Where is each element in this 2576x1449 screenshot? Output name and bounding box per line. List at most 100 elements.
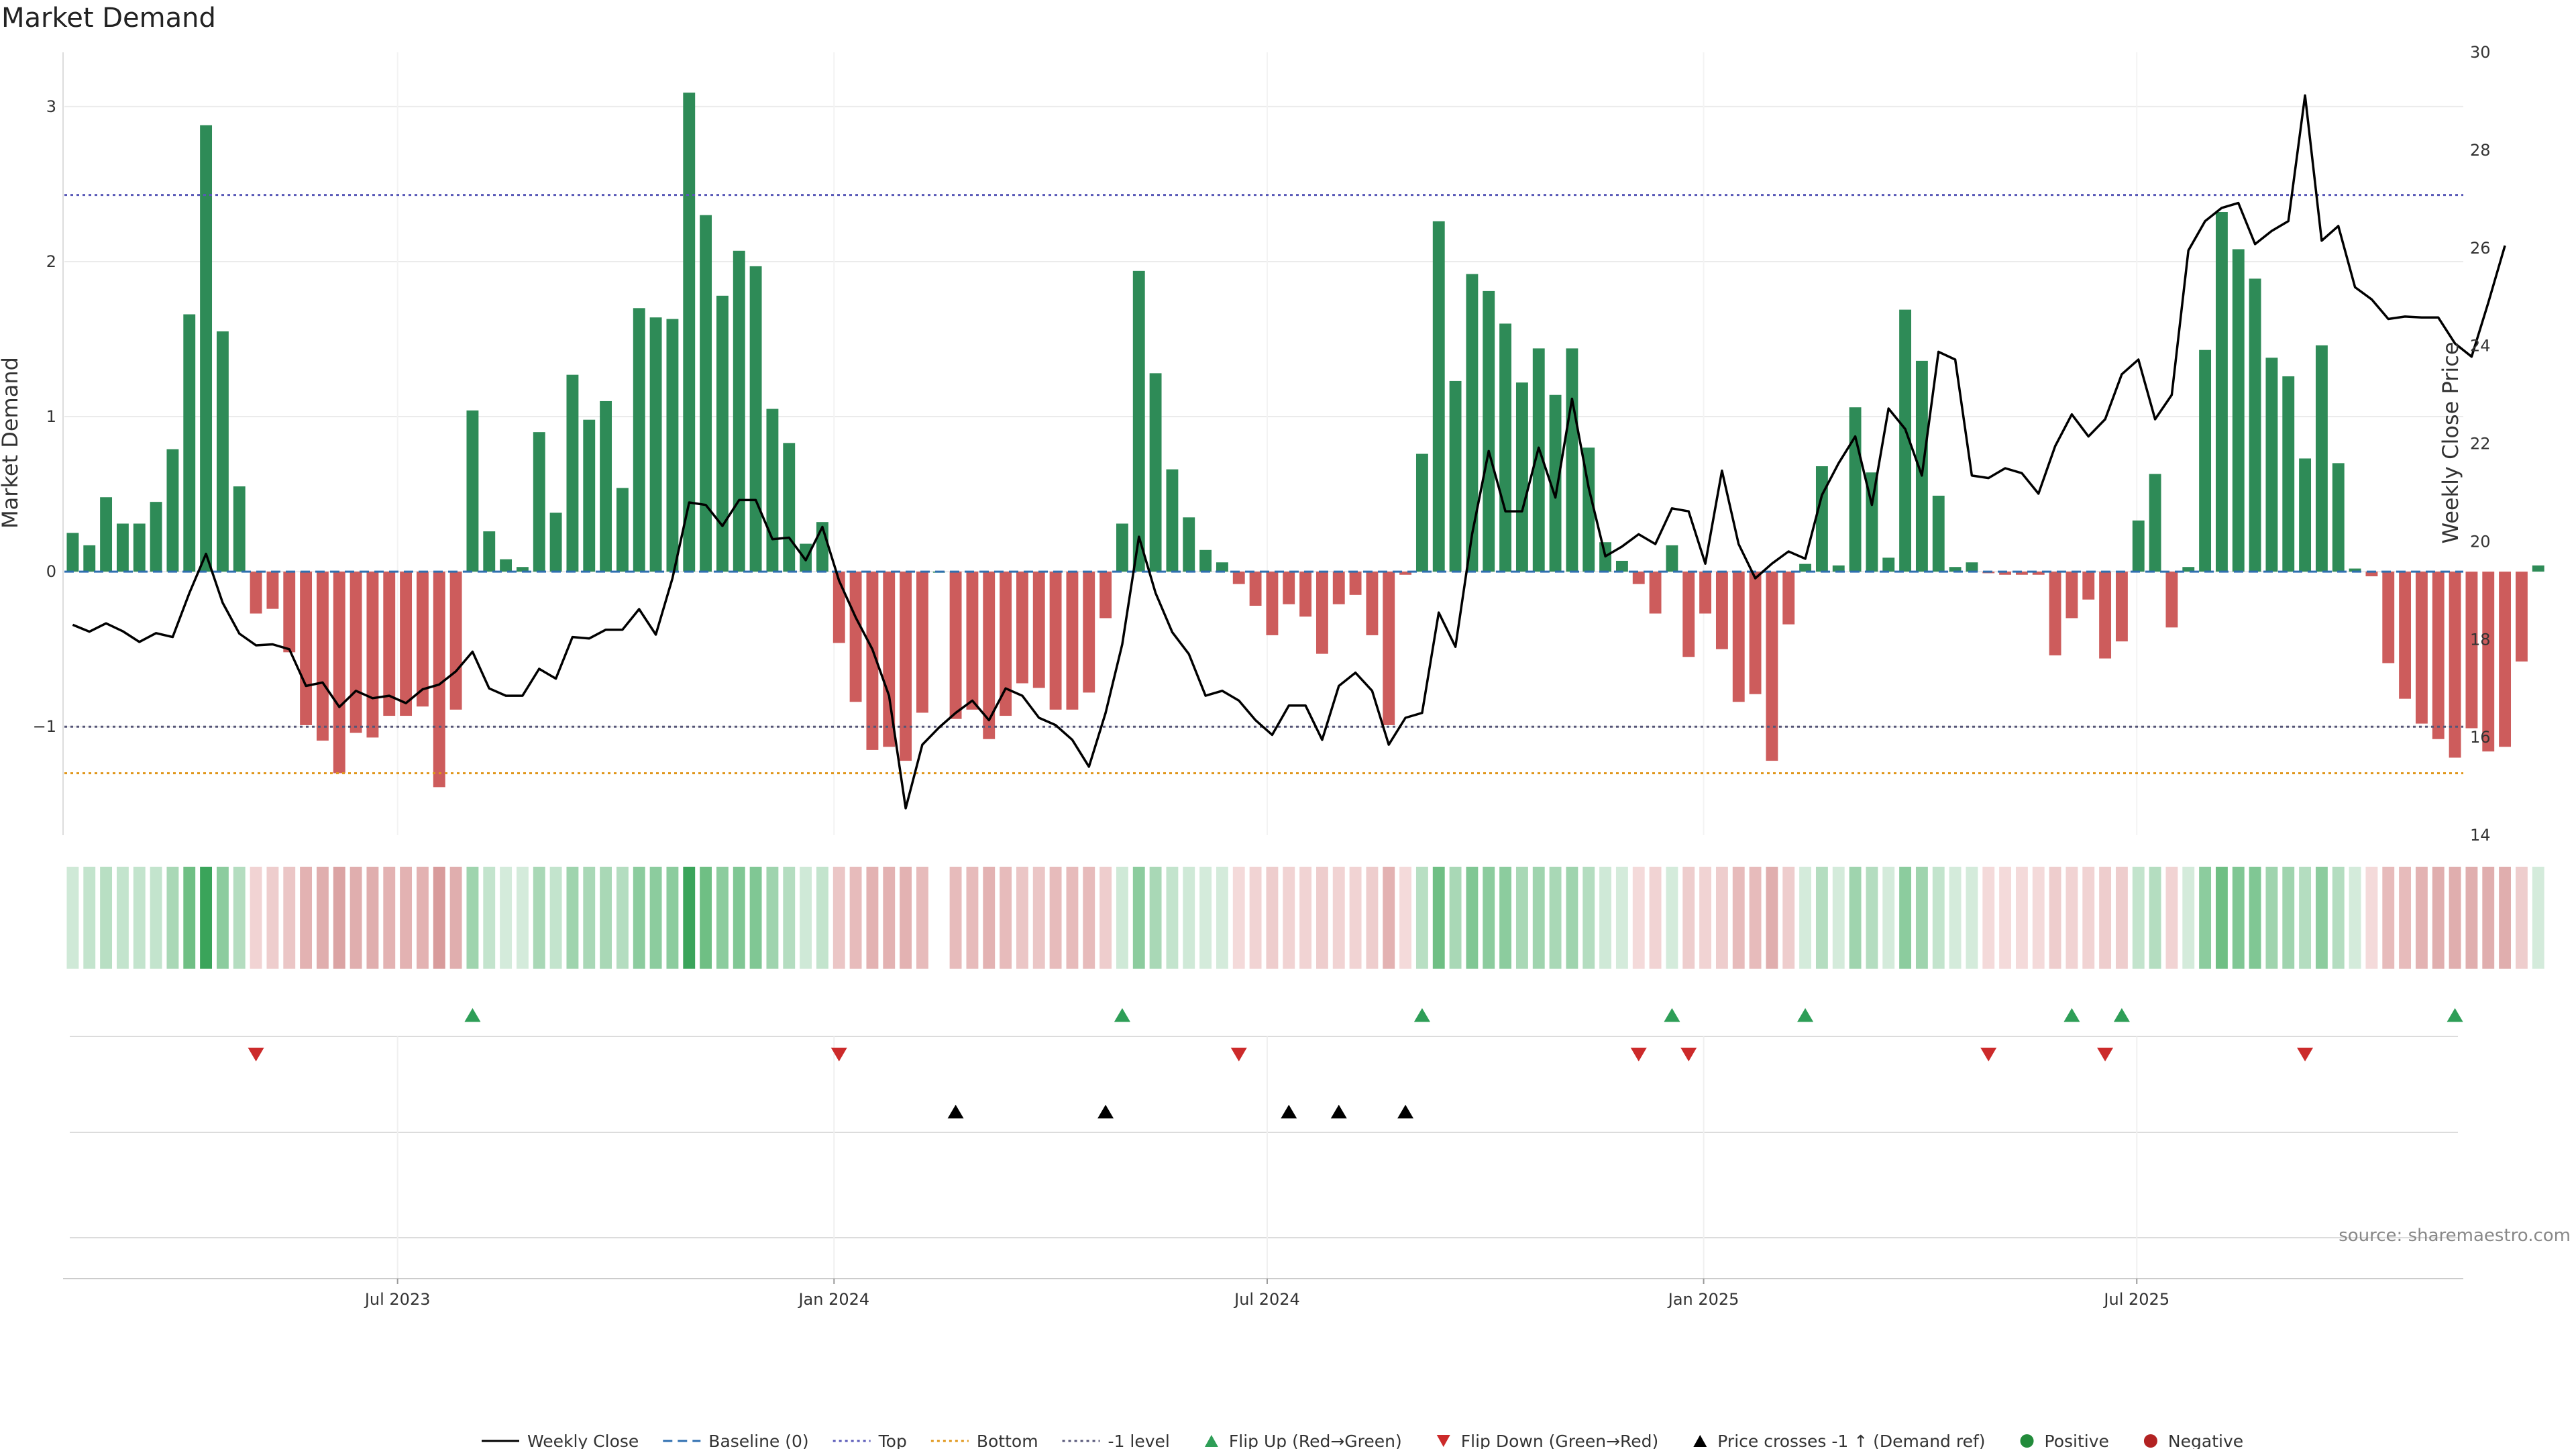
- demand-bar-positive: [2149, 474, 2161, 572]
- demand-bar-negative: [866, 572, 879, 750]
- legend-swatch: [1436, 1435, 1450, 1447]
- legend-item: Top: [833, 1432, 907, 1449]
- demand-bar-negative: [1049, 572, 1062, 710]
- demand-bar-negative: [2065, 572, 2078, 619]
- strip-cell: [2265, 867, 2278, 969]
- strip-cell: [1532, 867, 1545, 969]
- y2-tick-label: 16: [2470, 728, 2491, 747]
- strip-cell: [1066, 867, 1079, 969]
- demand-bar-negative: [2382, 572, 2395, 663]
- strip-cell: [2482, 867, 2495, 969]
- strip-cell: [400, 867, 413, 969]
- legend-item: Flip Down (Green→Red): [1436, 1432, 1658, 1449]
- demand-bar-positive: [483, 531, 496, 572]
- demand-bar-positive: [583, 419, 596, 572]
- strip-cell: [633, 867, 645, 969]
- strip-cell: [1549, 867, 1562, 969]
- strip-cell: [549, 867, 562, 969]
- strip-cell: [1399, 867, 1412, 969]
- strip-cell: [466, 867, 479, 969]
- demand-bar-positive: [1799, 564, 1812, 572]
- strip-cell: [883, 867, 896, 969]
- strip-cell: [166, 867, 179, 969]
- strip-cell: [133, 867, 146, 969]
- demand-bar-negative: [1066, 572, 1079, 710]
- demand-bar-negative: [333, 572, 345, 773]
- strip-cell: [1766, 867, 1778, 969]
- demand-bar-positive: [666, 319, 679, 572]
- strip-cell: [83, 867, 96, 969]
- flip-down-marker: [830, 1047, 847, 1062]
- legend-item: Flip Up (Red→Green): [1204, 1432, 1402, 1449]
- x-tick-label: Jan 2024: [797, 1290, 869, 1309]
- demand-bar-positive: [2332, 463, 2345, 572]
- strip-cell: [266, 867, 279, 969]
- flip-up-marker: [2447, 1008, 2463, 1022]
- demand-bar-positive: [600, 400, 612, 572]
- strip-cell: [2349, 867, 2361, 969]
- demand-bar-negative: [300, 572, 313, 725]
- demand-bar-negative: [2165, 572, 2178, 628]
- strip-cell: [1183, 867, 1195, 969]
- legend-label: Baseline (0): [708, 1432, 808, 1449]
- demand-bar-positive: [616, 488, 629, 572]
- strip-cell: [733, 867, 745, 969]
- strip-cell: [2232, 867, 2245, 969]
- strip-cell: [1649, 867, 1662, 969]
- strip-cell: [2182, 867, 2195, 969]
- demand-bar-negative: [1016, 572, 1028, 684]
- strip-cell: [366, 867, 379, 969]
- strip-cell: [1149, 867, 1162, 969]
- demand-bar-negative: [383, 572, 396, 716]
- demand-bar-positive: [66, 533, 79, 572]
- strip-cell: [1599, 867, 1612, 969]
- demand-bar-negative: [1782, 572, 1795, 625]
- axes: −1 0 1 2 3 14 16 18 20 22 24 26 28 30: [33, 43, 2491, 845]
- demand-bar-negative: [416, 572, 429, 707]
- strip-cell: [1715, 867, 1728, 969]
- flip-up-marker: [2113, 1008, 2130, 1022]
- strip-cell: [483, 867, 496, 969]
- demand-bar-positive: [1166, 469, 1179, 572]
- demand-bar-negative: [900, 572, 912, 761]
- demand-bar-negative: [983, 572, 996, 739]
- demand-bar-positive: [2299, 458, 2312, 572]
- price-cross-marker: [1097, 1104, 1114, 1119]
- demand-bar-positive: [766, 409, 779, 572]
- demand-bar-negative: [2082, 572, 2095, 600]
- strip-cell: [2432, 867, 2445, 969]
- strip-cell: [2132, 867, 2145, 969]
- strip-cell: [1749, 867, 1762, 969]
- demand-bar-negative: [449, 572, 462, 710]
- demand-bar-negative: [2399, 572, 2412, 699]
- demand-bar-negative: [1032, 572, 1045, 688]
- strip-cell: [1049, 867, 1062, 969]
- strip-cell: [583, 867, 596, 969]
- strip-cell: [716, 867, 729, 969]
- strip-cell: [616, 867, 629, 969]
- demand-bar-positive: [2282, 376, 2295, 572]
- strip-cell: [1799, 867, 1812, 969]
- legend-label: Price crosses -1 ↑ (Demand ref): [1717, 1432, 1985, 1449]
- demand-bar-positive: [133, 523, 146, 572]
- demand-bar-negative: [250, 572, 262, 614]
- demand-bar-positive: [733, 250, 745, 572]
- strip-cell: [416, 867, 429, 969]
- demand-bar-positive: [1949, 567, 1962, 572]
- strip-cell: [1316, 867, 1328, 969]
- flip-up-marker: [1114, 1008, 1130, 1022]
- legend-swatch: [1204, 1435, 1218, 1447]
- legend-item: Negative: [2143, 1432, 2243, 1449]
- demand-bar-positive: [2265, 358, 2278, 572]
- strip-cell: [2315, 867, 2328, 969]
- legend-item: Bottom: [930, 1432, 1038, 1449]
- demand-bar-positive: [200, 125, 213, 572]
- demand-bar-positive: [500, 559, 513, 572]
- strip-cell: [183, 867, 196, 969]
- strip-cell: [1982, 867, 1995, 969]
- strip-cell: [833, 867, 845, 969]
- price-cross-marker: [1330, 1104, 1347, 1119]
- demand-bar-positive: [1832, 565, 1845, 572]
- strip-cell: [1932, 867, 1945, 969]
- strip-cell: [1000, 867, 1012, 969]
